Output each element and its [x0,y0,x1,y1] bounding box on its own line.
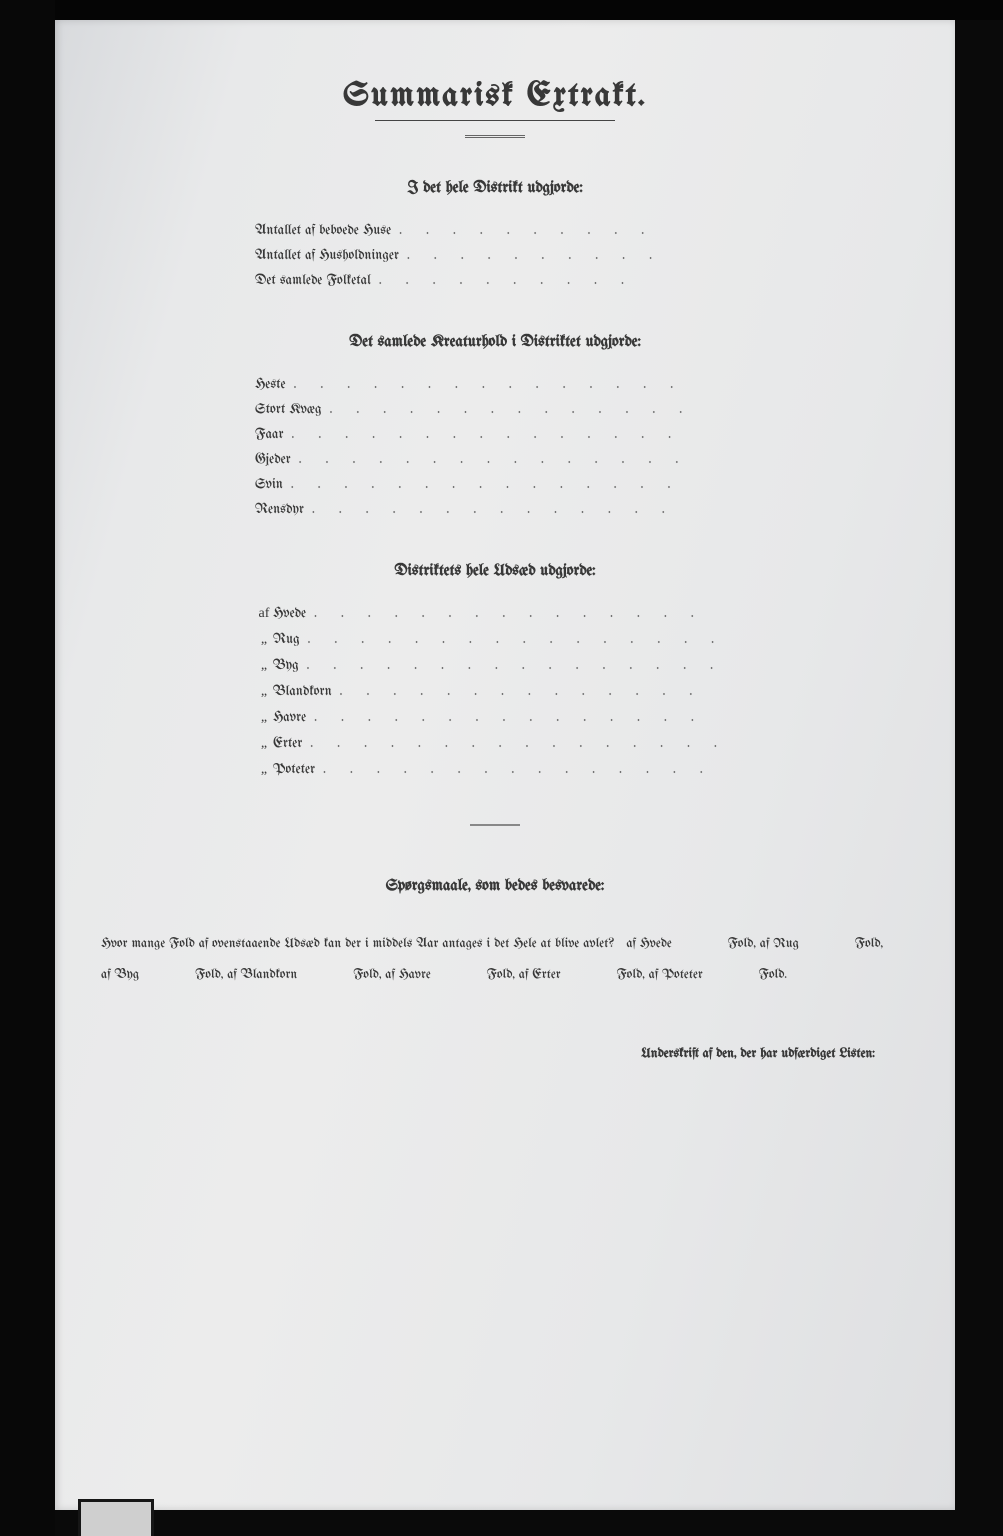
leader-dots: . . . . . . . . . . . . . . . [291,477,735,492]
row-goats: Gjeder . . . . . . . . . . . . . . . [255,452,735,467]
page-title: Summarisk Extrakt. [95,78,895,114]
q-unit: Fold, [617,968,645,982]
row-houses: Antallet af beboede Huse . . . . . . . .… [255,223,735,238]
ditto-mark: „ [255,632,273,648]
ditto-mark: „ [255,658,273,674]
row-label: Rug [273,632,308,647]
leader-dots: . . . . . . . . . . . . . . . [294,377,735,392]
leader-dots: . . . . . . . . . . [379,273,735,288]
leader-dots: . . . . . . . . . . . . . . [340,684,735,699]
q-item-rye: af Rug [760,937,799,951]
q-unit: Fold, [195,968,223,982]
ditto-mark: „ [255,762,273,778]
title-underline [375,120,615,121]
binder-tab [78,1499,154,1536]
row-oats: „ Havre . . . . . . . . . . . . . . . [255,710,735,726]
row-label: Poteter [273,762,323,777]
leader-dots: . . . . . . . . . . . . . . . . [307,658,735,673]
row-reindeer: Rensdyr . . . . . . . . . . . . . . [255,502,735,517]
row-pigs: Svin . . . . . . . . . . . . . . . [255,477,735,492]
row-label: Det samlede Folketal [255,273,379,288]
row-mixed-grain: „ Blandkorn . . . . . . . . . . . . . . [255,684,735,700]
row-label: Hvede [273,606,314,621]
signature-line: Underskrift af den, der har udfærdiget L… [95,1047,895,1061]
q-item-mixed: af Blandkorn [227,968,297,982]
section-rows: af Hvede . . . . . . . . . . . . . . . „… [255,606,735,778]
row-sheep: Faar . . . . . . . . . . . . . . . [255,427,735,442]
row-label: Heste [255,377,294,392]
row-households: Antallet af Husholdninger . . . . . . . … [255,248,735,263]
leader-dots: . . . . . . . . . . . . . . [330,402,735,417]
row-label: Stort Kvæg [255,402,330,417]
section-separator [470,824,520,826]
row-rye: „ Rug . . . . . . . . . . . . . . . . [255,632,735,648]
q-unit: Fold, [487,968,515,982]
row-cattle: Stort Kvæg . . . . . . . . . . . . . . [255,402,735,417]
section-district-totals: I det hele Distrikt udgjorde: Antallet a… [95,180,895,288]
row-label: Havre [273,710,314,725]
row-label: Svin [255,477,291,492]
leader-dots: . . . . . . . . . . . . . . . [314,710,735,725]
row-prefix: af [255,606,273,622]
ditto-mark: „ [255,736,273,752]
row-label: Antallet af beboede Huse [255,223,399,238]
section-livestock: Det samlede Kreaturhold i Distriktet udg… [95,334,895,517]
leader-dots: . . . . . . . . . . . . . . [312,502,735,517]
row-barley: „ Byg . . . . . . . . . . . . . . . . [255,658,735,674]
section-heading: Distriktets hele Udsæd udgjorde: [95,563,895,580]
row-potatoes: „ Poteter . . . . . . . . . . . . . . . [255,762,735,778]
row-label: Blandkorn [273,684,340,699]
leader-dots: . . . . . . . . . . . . . . . [323,762,735,777]
section-questions: Spørgsmaale, som bedes besvarede: Hvor m… [95,878,895,991]
scanner-edge-top [0,0,1003,20]
row-population: Det samlede Folketal . . . . . . . . . . [255,273,735,288]
leader-dots: . . . . . . . . . . [399,223,735,238]
questions-heading: Spørgsmaale, som bedes besvarede: [95,878,895,895]
ditto-mark: „ [255,684,273,700]
leader-dots: . . . . . . . . . . . . . . . [299,452,735,467]
questions-intro: Hvor mange Fold af ovenstaaende Udsæd ka… [101,937,614,951]
q-unit: Fold. [759,968,787,982]
ditto-mark: „ [255,710,273,726]
leader-dots: . . . . . . . . . . . . . . . [292,427,735,442]
leader-dots: . . . . . . . . . . . . . . . . [308,632,735,647]
section-heading: Det samlede Kreaturhold i Distriktet udg… [95,334,895,351]
section-rows: Heste . . . . . . . . . . . . . . . Stor… [255,377,735,517]
q-item-oats: af Havre [385,968,430,982]
leader-dots: . . . . . . . . . . . . . . . . [310,736,735,751]
row-label: Byg [273,658,307,673]
q-item-peas: af Erter [519,968,561,982]
row-label: Antallet af Husholdninger [255,248,407,263]
row-label: Faar [255,427,292,442]
document-page: Summarisk Extrakt. I det hele Distrikt u… [55,20,955,1510]
q-unit: Fold, [353,968,381,982]
q-item-wheat: af Hvede [626,937,671,951]
row-label: Erter [273,736,310,751]
row-wheat: af Hvede . . . . . . . . . . . . . . . [255,606,735,622]
q-unit: Fold, [728,937,756,951]
leader-dots: . . . . . . . . . . . . . . . [314,606,735,621]
q-item-potatoes: af Poteter [649,968,703,982]
scanner-edge-left [0,0,55,1536]
section-heading: I det hele Distrikt udgjorde: [95,180,895,197]
row-peas: „ Erter . . . . . . . . . . . . . . . . [255,736,735,752]
leader-dots: . . . . . . . . . . [407,248,735,263]
section-seed: Distriktets hele Udsæd udgjorde: af Hved… [95,563,895,778]
row-label: Rensdyr [255,502,312,517]
q-unit: Fold, [855,937,883,951]
section-rows: Antallet af beboede Huse . . . . . . . .… [255,223,735,288]
row-horses: Heste . . . . . . . . . . . . . . . [255,377,735,392]
questions-body: Hvor mange Fold af ovenstaaende Udsæd ka… [95,929,895,991]
q-item-barley: af Byg [101,968,139,982]
title-separator [465,135,525,138]
row-label: Gjeder [255,452,299,467]
